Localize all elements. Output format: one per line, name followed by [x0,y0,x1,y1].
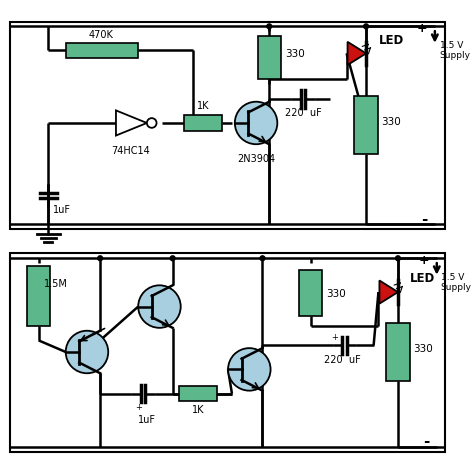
Circle shape [396,256,401,261]
Text: 1K: 1K [197,101,209,111]
Circle shape [267,24,272,29]
Text: 220  uF: 220 uF [285,108,321,118]
Text: 74HC14: 74HC14 [111,146,150,156]
Text: 1.5M: 1.5M [44,279,67,289]
Text: 330: 330 [413,345,433,355]
Text: 2N3904: 2N3904 [237,154,275,164]
Bar [179,386,218,401]
Bar [386,323,410,382]
Text: 1uF: 1uF [138,415,156,425]
Polygon shape [116,110,147,136]
Text: 1.5 V
Supply: 1.5 V Supply [441,273,472,292]
Text: LED: LED [378,34,404,47]
Text: LED: LED [410,273,436,285]
Text: 330: 330 [382,118,401,128]
Text: 220  uF: 220 uF [324,355,361,365]
Bar [27,266,50,326]
Polygon shape [379,281,398,304]
Text: +: + [135,403,142,412]
Bar [342,337,347,354]
Text: +: + [419,254,429,267]
Text: 330: 330 [285,49,304,59]
Bar [301,90,306,108]
Text: -: - [423,434,429,449]
Bar [258,36,281,80]
Text: +: + [331,333,338,342]
Text: 1.5 V
Supply: 1.5 V Supply [440,41,471,60]
Circle shape [147,118,156,128]
Circle shape [228,348,271,391]
Bar [355,96,378,155]
Bar [299,270,322,316]
Text: 1K: 1K [192,405,204,415]
Bar [141,385,146,402]
Circle shape [260,256,265,261]
Bar [9,254,445,452]
Polygon shape [347,42,366,65]
Text: 470K: 470K [89,30,114,40]
Circle shape [364,24,368,29]
Circle shape [98,256,102,261]
Bar [183,115,222,131]
Text: 1uF: 1uF [53,205,71,215]
Text: -: - [421,212,427,227]
Circle shape [138,285,181,328]
Circle shape [170,256,175,261]
Bar [9,21,445,229]
Circle shape [235,102,277,144]
Circle shape [66,331,108,373]
Text: 330: 330 [326,289,346,299]
Text: +: + [417,22,427,35]
Bar [66,43,138,58]
